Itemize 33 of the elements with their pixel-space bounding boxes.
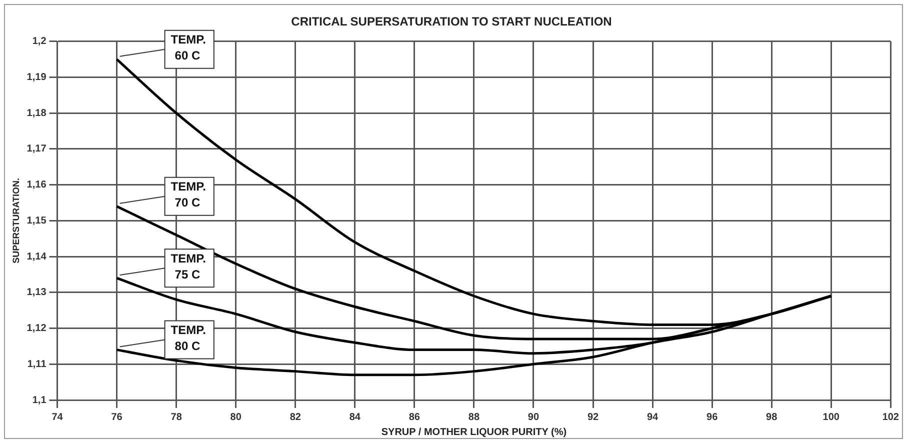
x-tick-label: 82 bbox=[290, 412, 302, 423]
x-tick-label: 78 bbox=[170, 412, 182, 423]
y-tick-label: 1,14 bbox=[26, 251, 47, 262]
y-tick-label: 1,16 bbox=[26, 180, 47, 191]
y-tick-label: 1,19 bbox=[26, 72, 47, 84]
y-tick-label: 1,17 bbox=[26, 144, 47, 155]
x-tick-label: 98 bbox=[766, 412, 778, 423]
y-tick-label: 1,2 bbox=[32, 36, 47, 48]
y-tick-label: 1,11 bbox=[27, 358, 47, 370]
y-tick-label: 1,15 bbox=[26, 215, 47, 226]
x-axis-title: SYRUP / MOTHER LIQUOR PURITY (%) bbox=[381, 426, 567, 438]
x-tick-label: 90 bbox=[528, 412, 540, 423]
x-tick-label: 74 bbox=[52, 412, 64, 423]
x-tick-label: 84 bbox=[349, 412, 361, 423]
series-label: TEMP. 75 C bbox=[170, 251, 206, 282]
x-tick-label: 102 bbox=[882, 412, 900, 423]
x-tick-label: 100 bbox=[822, 412, 840, 423]
x-tick-label: 92 bbox=[587, 412, 600, 423]
chart-title: CRITICAL SUPERSATURATION TO START NUCLEATION bbox=[291, 14, 612, 29]
y-tick-label: 1,1 bbox=[32, 394, 47, 406]
series-label: TEMP. 80 C bbox=[170, 323, 206, 354]
y-tick-label: 1,13 bbox=[26, 287, 47, 298]
y-tick-label: 1,18 bbox=[26, 108, 47, 119]
x-tick-label: 96 bbox=[706, 412, 718, 423]
x-tick-label: 76 bbox=[111, 412, 123, 423]
x-tick-label: 86 bbox=[408, 412, 420, 423]
y-tick-label: 1,12 bbox=[26, 323, 47, 334]
x-tick-label: 94 bbox=[646, 412, 659, 423]
series-label: TEMP. 70 C bbox=[170, 180, 206, 210]
x-tick-label: 80 bbox=[230, 412, 242, 423]
x-tick-label: 88 bbox=[468, 412, 480, 423]
y-axis-title: SUPERSTURATION. bbox=[10, 178, 21, 264]
text: TEMP. 60 C bbox=[170, 32, 206, 63]
